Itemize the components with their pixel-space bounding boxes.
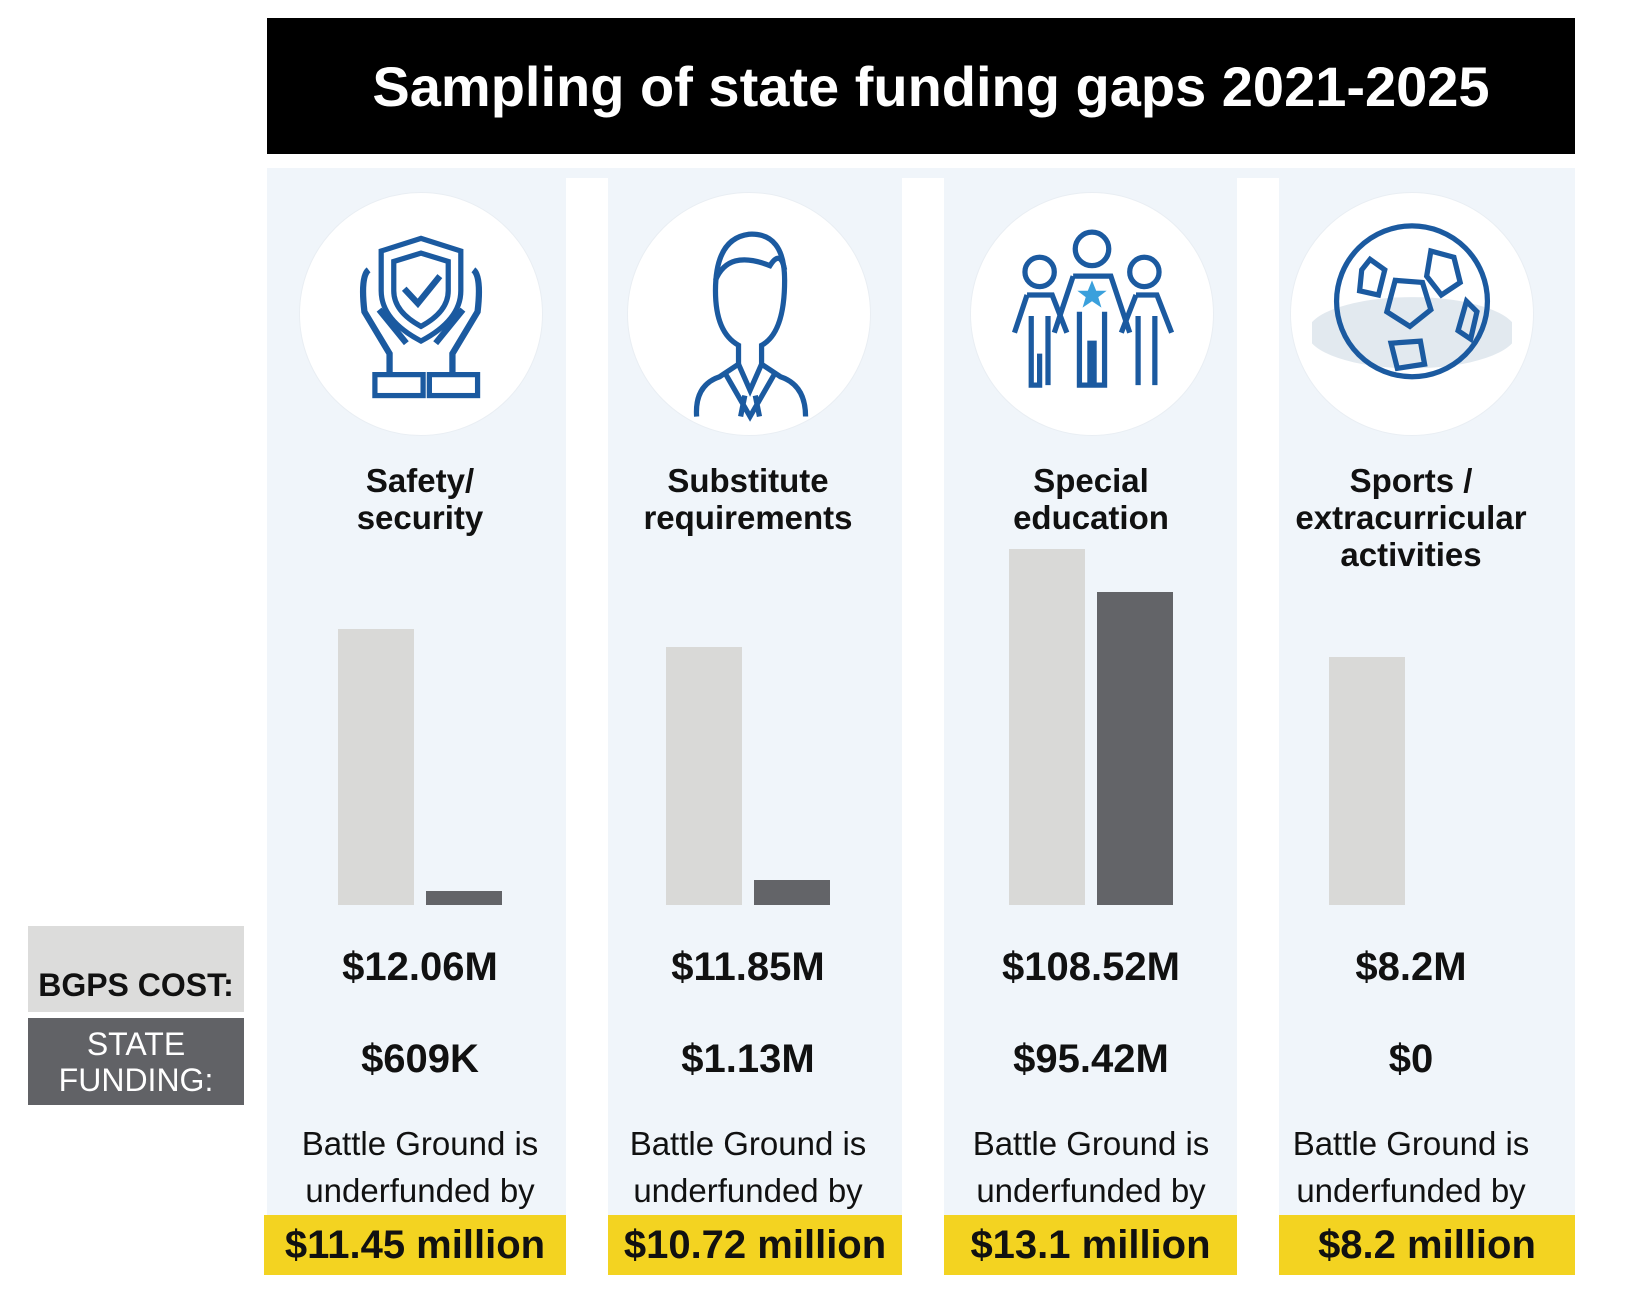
funding-gap-highlight: $10.72 million bbox=[608, 1215, 902, 1275]
state-funding-value: $609K bbox=[361, 1037, 479, 1081]
category-label: Sports / extracurricular activities bbox=[1261, 462, 1561, 573]
group-star-icon bbox=[1011, 229, 1175, 388]
category-label-line: extracurricular bbox=[1295, 499, 1527, 536]
bar-bgps-cost bbox=[666, 647, 742, 905]
note-line: Battle Ground is bbox=[301, 1125, 539, 1162]
category-label: Special education bbox=[941, 462, 1241, 536]
note-line: underfunded by bbox=[633, 1172, 863, 1209]
note-line: underfunded by bbox=[1296, 1172, 1526, 1209]
icon-circle bbox=[627, 192, 871, 436]
legend-state-label-2: FUNDING: bbox=[58, 1061, 214, 1098]
title-bar: Sampling of state funding gaps 2021-2025 bbox=[267, 18, 1575, 154]
bar-bgps-cost bbox=[1009, 549, 1085, 905]
bar-state-funding bbox=[754, 880, 830, 905]
icon-circle bbox=[299, 192, 543, 436]
underfunded-note: Battle Ground is underfunded by bbox=[941, 1120, 1241, 1214]
category-label-line: Special bbox=[1033, 462, 1149, 499]
legend-state-funding: STATE FUNDING: bbox=[28, 1018, 244, 1105]
category-label-line: Safety/ bbox=[365, 462, 475, 499]
funding-gap-highlight: $11.45 million bbox=[264, 1215, 566, 1275]
column-divider bbox=[566, 178, 608, 1278]
category-label-line: security bbox=[356, 499, 484, 536]
state-funding-value: $1.13M bbox=[681, 1037, 815, 1081]
icon-circle bbox=[1290, 192, 1534, 436]
note-line: Battle Ground is bbox=[629, 1125, 867, 1162]
underfunded-note: Battle Ground is underfunded by bbox=[1261, 1120, 1561, 1214]
bgps-cost-value: $108.52M bbox=[1002, 945, 1180, 989]
bar-bgps-cost bbox=[1329, 657, 1405, 905]
bar-bgps-cost bbox=[338, 629, 414, 905]
bgps-cost-value: $11.85M bbox=[671, 945, 825, 989]
note-line: underfunded by bbox=[976, 1172, 1206, 1209]
note-line: underfunded by bbox=[305, 1172, 535, 1209]
category-label-line: requirements bbox=[643, 499, 853, 536]
state-funding-value: $0 bbox=[1388, 1037, 1434, 1081]
category-label-line: education bbox=[1013, 499, 1169, 536]
bgps-cost-value: $12.06M bbox=[342, 945, 498, 989]
underfunded-note: Battle Ground is underfunded by bbox=[270, 1120, 570, 1214]
legend-bgps-cost-label: BGPS COST: bbox=[38, 967, 234, 1003]
chart-title: Sampling of state funding gaps 2021-2025 bbox=[372, 54, 1490, 118]
funding-gap-highlight: $8.2 million bbox=[1279, 1215, 1575, 1275]
person-suit-icon bbox=[693, 231, 809, 422]
legend-bgps-cost: BGPS COST: bbox=[28, 926, 244, 1012]
icon-circle bbox=[970, 192, 1214, 436]
state-funding-value: $95.42M bbox=[1013, 1037, 1169, 1081]
column-divider bbox=[902, 178, 944, 1278]
category-label: Safety/security bbox=[270, 462, 570, 536]
legend-state-label-1: STATE bbox=[86, 1025, 186, 1062]
bar-state-funding bbox=[426, 891, 502, 905]
bgps-cost-value: $8.2M bbox=[1355, 945, 1467, 989]
bar-state-funding bbox=[1097, 591, 1173, 905]
underfunded-note: Battle Ground is underfunded by bbox=[598, 1120, 898, 1214]
category-label-line: Sports / bbox=[1349, 462, 1473, 499]
note-line: Battle Ground is bbox=[1292, 1125, 1530, 1162]
column-divider bbox=[1237, 178, 1279, 1278]
shield-hands-icon bbox=[359, 235, 483, 399]
note-line: Battle Ground is bbox=[972, 1125, 1210, 1162]
funding-gap-highlight: $13.1 million bbox=[944, 1215, 1237, 1275]
category-label: Substitute requirements bbox=[598, 462, 898, 536]
category-label-line: activities bbox=[1340, 536, 1482, 573]
soccer-ball-icon bbox=[1312, 223, 1512, 380]
category-label-line: Substitute bbox=[667, 462, 829, 499]
